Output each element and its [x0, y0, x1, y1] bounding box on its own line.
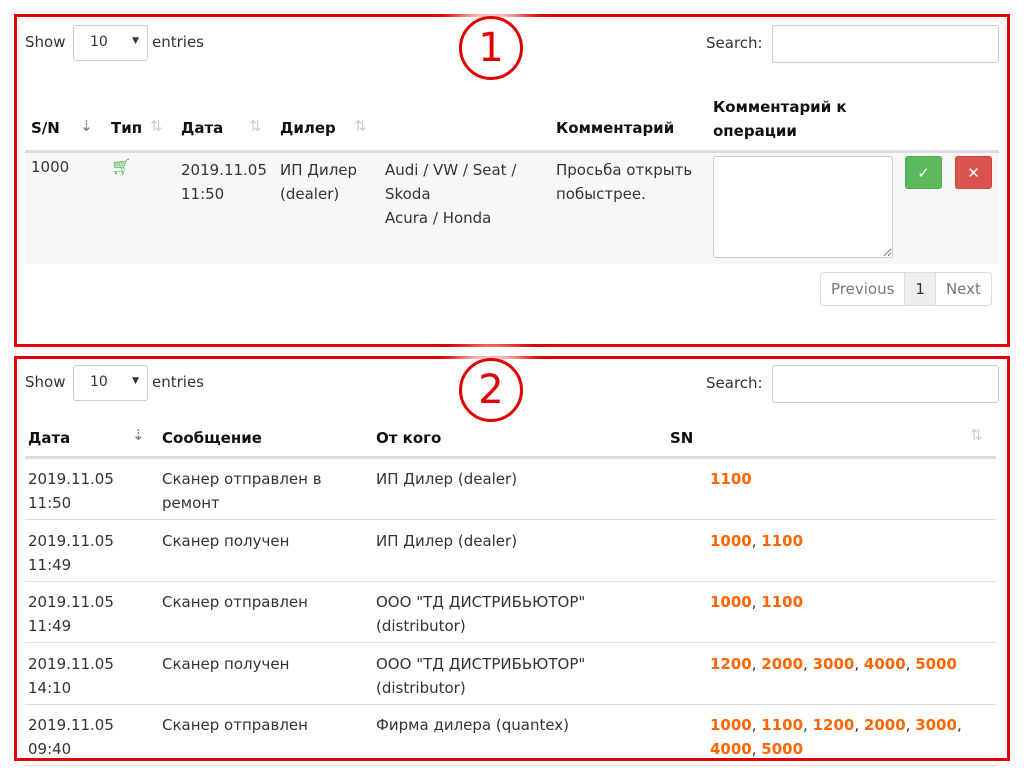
previous-button[interactable]: Previous	[831, 280, 895, 298]
row-message: Сканер отправлен в ремонт	[162, 470, 322, 512]
show-label: Show	[25, 33, 66, 51]
section-1-highlight	[14, 14, 1010, 347]
pagination: Previous 1 Next	[820, 272, 992, 306]
sn-link[interactable]: 5000	[915, 654, 957, 673]
row-sn: 1200, 2000, 3000, 4000, 5000	[710, 654, 957, 673]
cart-icon: 🛒︎	[111, 157, 132, 176]
sn-link[interactable]: 1000	[710, 716, 752, 734]
sn-link[interactable]: 1100	[761, 716, 804, 734]
check-icon: ✓	[917, 164, 930, 182]
row-dealer: ИП Дилер (dealer)	[280, 161, 358, 203]
sn-link[interactable]: 1100	[761, 531, 804, 550]
row-from: Фирма дилера (quantex)	[376, 716, 570, 734]
next-button[interactable]: Next	[934, 273, 991, 305]
page-1-button[interactable]: 1	[904, 273, 935, 305]
section-2-highlight	[14, 356, 1010, 761]
header-message[interactable]: Сообщение	[162, 429, 262, 447]
header-date[interactable]: Дата	[28, 429, 71, 447]
approve-button[interactable]: ✓	[905, 156, 942, 189]
page-length-select[interactable]: 10 ▼	[73, 25, 148, 61]
caret-down-icon: ▼	[132, 376, 139, 386]
badge-1: 1	[459, 16, 523, 80]
row-from: ООО "ТД ДИСТРИБЬЮТОР" (distributor)	[376, 593, 586, 635]
reject-button[interactable]: ✕	[955, 156, 992, 189]
sn-link[interactable]: 2000	[761, 654, 804, 673]
page-length-value: 10	[90, 34, 108, 50]
show-label: Show	[25, 373, 66, 391]
row-sn: 1000, 1100, 1200, 2000, 3000, 4000, 5000	[710, 716, 962, 758]
header-comment: Комментарий	[556, 119, 675, 137]
row-message: Сканер отправлен	[162, 716, 308, 734]
sn-link[interactable]: 3000	[915, 716, 957, 734]
row-date: 2019.11.05 11:50	[181, 161, 267, 203]
entries-label: entries	[152, 373, 204, 391]
row-date: 2019.11.05 11:49	[28, 593, 114, 635]
row-sn: 1000, 1100	[710, 531, 804, 550]
header-from[interactable]: От кого	[376, 429, 442, 447]
sn-link[interactable]: 1100	[710, 470, 752, 488]
caret-down-icon: ▼	[132, 36, 139, 46]
search-label: Search:	[706, 34, 763, 52]
sort-icon[interactable]: ⇅	[150, 117, 163, 135]
sn-link[interactable]: 1100	[761, 593, 804, 611]
header-sn[interactable]: S/N	[31, 119, 60, 137]
sn-link[interactable]: 4000	[710, 740, 752, 758]
badge-2: 2	[459, 358, 523, 422]
sn-link[interactable]: 1200	[812, 716, 855, 734]
header-dealer[interactable]: Дилер	[280, 119, 336, 137]
row-sn: 1000, 1100	[710, 593, 804, 611]
page-length-value: 10	[90, 374, 108, 390]
table-row: 2019.11.05 11:49 Сканер получен ИП Дилер (…	[25, 521, 996, 582]
table-row: 2019.11.05 11:49 Сканер отправлен ООО "ТД …	[25, 582, 996, 643]
search-input[interactable]	[772, 365, 999, 403]
sort-icon[interactable]: ⇅	[354, 117, 367, 135]
row-from: ООО "ТД ДИСТРИБЬЮТОР" (distributor)	[376, 654, 586, 697]
row-message: Сканер отправлен	[162, 593, 308, 611]
header-sn[interactable]: SN	[670, 429, 694, 447]
brand-group: Acura / Honda	[385, 209, 492, 227]
search-input[interactable]	[772, 25, 999, 63]
search-label: Search:	[706, 374, 763, 392]
sn-link[interactable]: 3000	[812, 654, 855, 673]
row-date: 2019.11.05 11:50	[28, 470, 114, 512]
operation-comment-textarea[interactable]	[713, 156, 893, 258]
header-divider	[25, 456, 996, 459]
row-message: Сканер получен	[162, 531, 290, 550]
sn-link[interactable]: 1200	[710, 654, 752, 673]
row-sn: 1100	[710, 467, 970, 491]
sn-link[interactable]: 1000	[710, 593, 752, 611]
header-type[interactable]: Тип	[111, 119, 143, 137]
close-icon: ✕	[967, 164, 980, 182]
sort-icon[interactable]: ⇅	[970, 426, 983, 444]
row-sn: 1000	[31, 158, 70, 176]
header-op-comment: Комментарий к операции	[713, 98, 847, 140]
sort-icon[interactable]: ⇅	[249, 117, 262, 135]
brand-group: Audi / VW / Seat / Skoda	[385, 161, 517, 203]
row-message: Сканер получен	[162, 654, 290, 673]
row-date: 2019.11.05 11:49	[28, 531, 114, 574]
entries-label: entries	[152, 33, 204, 51]
sort-asc-icon[interactable]: ⇣	[80, 117, 93, 135]
sort-asc-icon[interactable]: ⇣	[132, 426, 145, 444]
row-date: 2019.11.05 14:10	[28, 654, 114, 697]
sn-link[interactable]: 5000	[761, 740, 804, 758]
row-date: 2019.11.05 09:40	[28, 716, 114, 758]
sn-link[interactable]: 4000	[863, 654, 906, 673]
row-from: ИП Дилер (dealer)	[376, 470, 518, 488]
sn-link[interactable]: 1000	[710, 531, 752, 550]
table-row: 2019.11.05 14:10 Сканер получен ООО "ТД ДИ…	[25, 644, 996, 705]
sn-link[interactable]: 2000	[863, 716, 906, 734]
header-date[interactable]: Дата	[181, 119, 224, 137]
table-row: 2019.11.05 11:50 Сканер отправлен в ремон…	[25, 459, 996, 520]
row-from: ИП Дилер (dealer)	[376, 531, 518, 550]
row-brands: Audi / VW / Seat / Skoda Acura / Honda	[385, 158, 545, 230]
row-comment: Просьба открыть побыстрее.	[556, 161, 693, 203]
table-row: 2019.11.05 09:40 Сканер отправлен Фирма ди…	[25, 705, 996, 766]
page-length-select[interactable]: 10 ▼	[73, 365, 148, 401]
